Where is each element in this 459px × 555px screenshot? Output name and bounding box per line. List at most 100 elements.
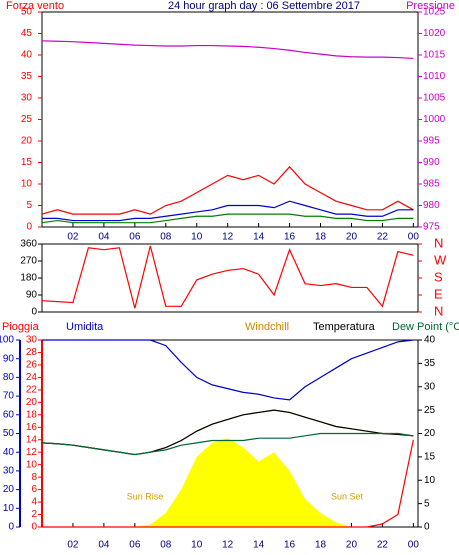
y-tick-label: 1015: [423, 50, 446, 61]
x-tick-label: 18: [315, 540, 327, 551]
y-tick-label: 12: [26, 447, 38, 458]
x-tick-label: 12: [222, 540, 234, 551]
x-tick-label: 20: [346, 232, 358, 243]
x-tick-label: 02: [67, 540, 79, 551]
x-tick-label: 08: [160, 540, 172, 551]
y-tick-label: 40: [21, 50, 33, 61]
x-tick-label: 04: [98, 540, 110, 551]
line: [42, 439, 414, 528]
y-tick-label: 10: [3, 503, 15, 514]
y-tick-label: 50: [21, 7, 33, 18]
y-tick-label: 90: [26, 290, 38, 301]
y-tick-label: 980: [423, 200, 440, 211]
y-tick-label: 30: [26, 335, 38, 346]
y-tick-label: 975: [423, 222, 440, 233]
line: [41, 432, 414, 456]
legend-entry: Temperatura: [313, 321, 376, 333]
annotation: Sun Rise: [127, 491, 164, 501]
y-tick-label: 985: [423, 179, 440, 190]
y-tick-label: 20: [26, 397, 38, 408]
legend-entry: Umidita: [66, 321, 104, 333]
y-tick-label: 990: [423, 157, 440, 168]
x-tick-label: 22: [377, 540, 389, 551]
y-tick-label: N: [434, 303, 443, 318]
y-tick-label: 0: [31, 307, 37, 318]
y-tick-label: 20: [21, 136, 33, 147]
line: [41, 165, 414, 215]
x-tick-label: 22: [377, 232, 389, 243]
x-tick-label: 06: [129, 540, 141, 551]
y-tick-label: 30: [21, 93, 33, 104]
y-tick-label: 1020: [423, 28, 446, 39]
y-tick-label: 45: [21, 28, 33, 39]
y-tick-label: 90: [3, 353, 15, 364]
y-tick-label: 1025: [423, 7, 446, 18]
y-tick-label: 26: [26, 360, 38, 371]
y-tick-label: E: [434, 286, 443, 301]
y-tick-label: 4: [31, 497, 37, 508]
x-tick-label: 18: [315, 232, 327, 243]
x-tick-label: 12: [222, 232, 234, 243]
y-tick-label: 0: [26, 222, 32, 233]
y-tick-label: 60: [3, 409, 15, 420]
y-tick-label: 360: [20, 239, 37, 250]
y-tick-label: 40: [424, 335, 436, 346]
y-tick-label: 270: [20, 256, 37, 267]
y-tick-label: S: [434, 269, 443, 284]
y-tick-label: 0: [31, 522, 37, 533]
y-tick-label: N: [434, 235, 443, 250]
y-tick-label: 35: [21, 71, 33, 82]
legend-entry: Dew Point (°C: [392, 321, 459, 333]
y-tick-label: 40: [3, 447, 15, 458]
y-tick-label: 2: [31, 509, 37, 520]
y-tick-label: 5: [424, 498, 430, 509]
y-tick-label: 1000: [423, 114, 446, 125]
y-tick-label: 22: [26, 385, 38, 396]
y-tick-label: 24: [26, 372, 38, 383]
x-tick-label: 14: [253, 540, 265, 551]
y-tick-label: 1005: [423, 93, 446, 104]
y-tick-label: 8: [31, 472, 37, 483]
y-tick-label: 18: [26, 409, 38, 420]
y-tick-label: 20: [3, 484, 15, 495]
y-tick-label: 50: [3, 428, 15, 439]
y-tick-label: 5: [26, 200, 32, 211]
y-tick-label: W: [434, 252, 447, 267]
y-tick-label: 30: [3, 466, 15, 477]
x-tick-label: 04: [98, 232, 110, 243]
y-tick-label: 10: [21, 179, 33, 190]
y-tick-label: 25: [424, 405, 436, 416]
line: [42, 339, 414, 401]
y-tick-label: 0: [8, 522, 14, 533]
x-tick-label: 20: [346, 540, 358, 551]
line: [41, 40, 414, 60]
line: [42, 200, 414, 222]
y-tick-label: 0: [424, 522, 430, 533]
legend-entry: Pressione: [406, 0, 455, 12]
y-tick-label: 30: [424, 381, 436, 392]
x-tick-label: 00: [408, 540, 420, 551]
y-tick-label: 10: [424, 475, 436, 486]
x-tick-label: 06: [129, 232, 141, 243]
y-tick-label: 15: [21, 157, 33, 168]
y-tick-label: 16: [26, 422, 38, 433]
legend-entry: Forza vento: [6, 0, 64, 12]
annotation: Sun Set: [331, 491, 364, 501]
x-tick-label: 10: [191, 232, 203, 243]
y-tick-label: 25: [21, 114, 33, 125]
x-tick-label: 14: [253, 232, 265, 243]
y-tick-label: 80: [3, 372, 15, 383]
y-tick-label: 100: [0, 335, 14, 346]
y-tick-label: 10: [26, 459, 38, 470]
y-tick-label: 28: [26, 347, 38, 358]
line: [41, 213, 414, 224]
y-tick-label: 995: [423, 136, 440, 147]
x-tick-label: 16: [284, 232, 296, 243]
chart-title: 24 hour graph day : 06 Settembre 2017: [168, 0, 360, 12]
y-tick-label: 1010: [423, 71, 446, 82]
x-tick-label: 02: [67, 232, 79, 243]
y-tick-label: 20: [424, 428, 436, 439]
line: [41, 245, 414, 309]
legend-entry: Pioggia: [2, 321, 40, 333]
